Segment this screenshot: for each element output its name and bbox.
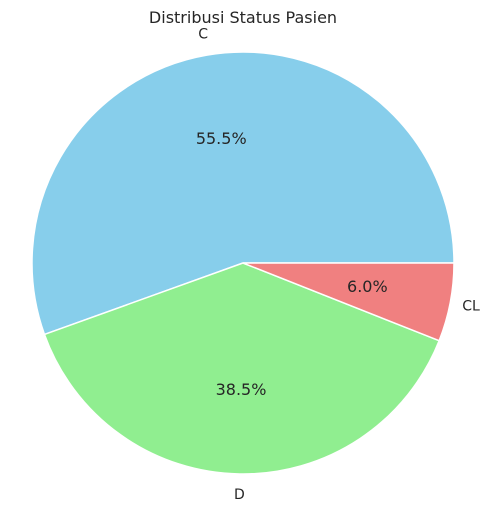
pie-labels: C 55.5% D 38.5% CL 6.0%: [196, 26, 480, 503]
slice-category-label: CL: [462, 298, 480, 314]
slice-percent-label: 55.5%: [196, 129, 247, 148]
slice-percent-label: 38.5%: [216, 380, 267, 399]
pie-slice-c: [31, 51, 455, 336]
pie-slices: [31, 51, 455, 475]
pie-slice-cl: [242, 262, 455, 342]
chart-title: Distribusi Status Pasien: [149, 8, 337, 27]
pie-slice-d: [43, 262, 441, 475]
slice-category-label: D: [234, 487, 245, 503]
slice-percent-label: 6.0%: [347, 277, 388, 296]
slice-category-label: C: [198, 26, 208, 42]
